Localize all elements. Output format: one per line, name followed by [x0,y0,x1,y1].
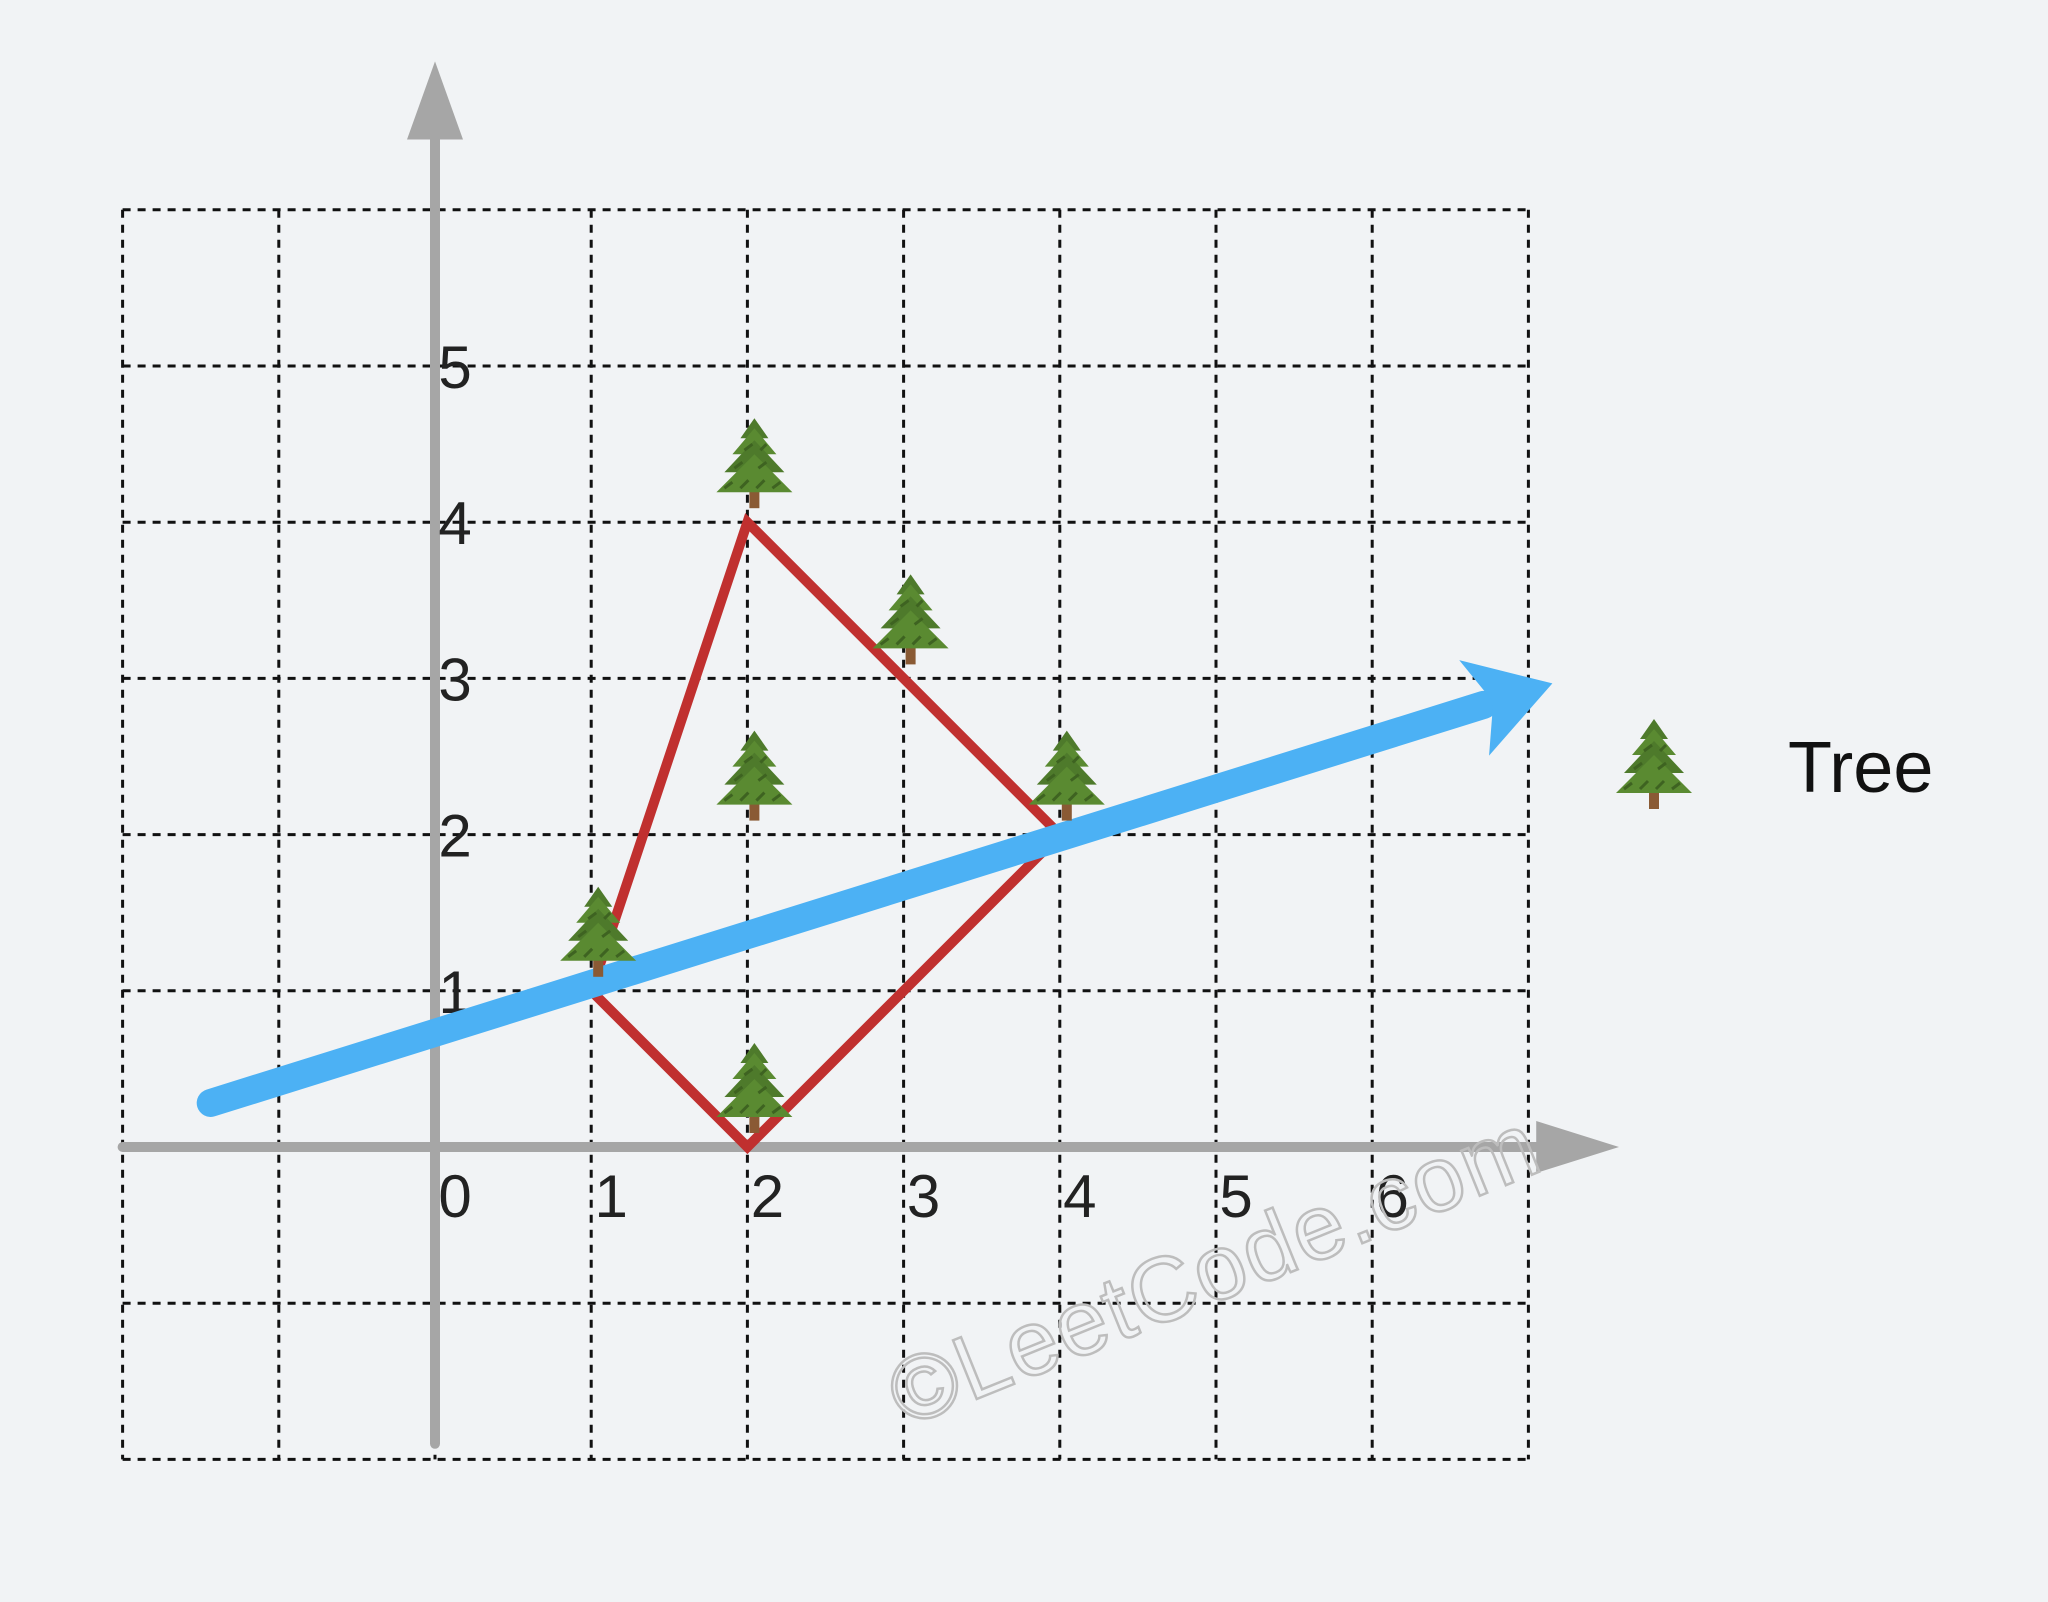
x-tick-label: 6 [1376,1163,1409,1230]
x-tick-label: 5 [1219,1163,1252,1230]
y-tick-label: 3 [438,646,471,713]
trees [558,416,1107,1135]
x-tick-label: 3 [907,1163,940,1230]
y-tick-label: 5 [438,334,471,401]
tree-icon [871,572,951,666]
y-tick-label: 4 [438,490,471,557]
legend-tree-icon [1614,717,1694,811]
x-axis-arrowhead [1536,1121,1619,1173]
legend-label: Tree [1788,728,1933,808]
y-axis-arrowhead [407,61,463,140]
x-tick-label: 4 [1063,1163,1096,1230]
fence-arrow [196,660,1553,1117]
fence-arrow-shaft [196,690,1498,1117]
convex-hull [585,512,1067,1155]
x-tick-label: 2 [751,1163,784,1230]
axes [117,61,1619,1449]
x-tick-label: 0 [438,1163,471,1230]
tree-icon [714,416,794,510]
fence-arrow-head [1459,660,1553,756]
tree-icon [714,729,794,823]
tree-icon [1027,729,1107,823]
legend: Tree [1614,717,1933,811]
hull-polygon [585,512,1067,1155]
y-tick-label: 2 [438,803,471,870]
x-tick-label: 1 [595,1163,628,1230]
